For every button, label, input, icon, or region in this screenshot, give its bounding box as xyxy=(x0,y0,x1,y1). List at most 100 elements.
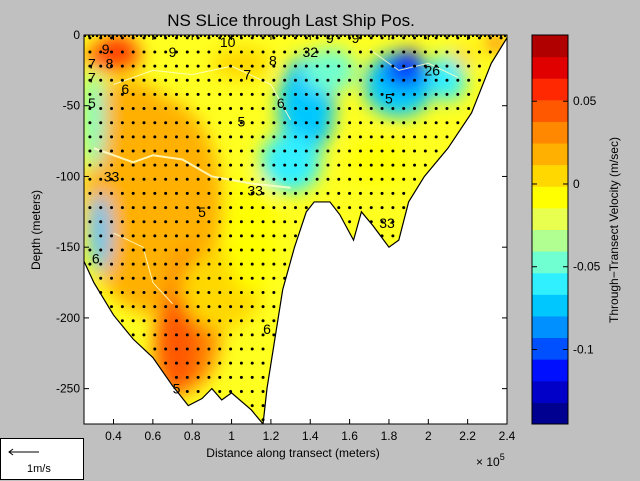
sample-point xyxy=(239,375,243,379)
sample-point xyxy=(164,177,168,181)
sample-point xyxy=(174,347,178,351)
colorbar-band xyxy=(532,143,568,166)
sample-point xyxy=(153,262,157,266)
sample-point xyxy=(131,262,135,266)
sample-point xyxy=(207,347,211,351)
sample-point xyxy=(250,404,254,408)
sample-point xyxy=(261,319,265,323)
scale-arrow-label: 1m/s xyxy=(27,463,51,475)
sample-point xyxy=(174,107,178,111)
sample-point xyxy=(218,206,222,210)
sample-point xyxy=(423,64,427,68)
sample-point xyxy=(196,234,200,238)
sample-point xyxy=(174,78,178,82)
contour-label: 9 xyxy=(169,44,177,60)
sample-point xyxy=(239,135,243,139)
sample-point xyxy=(207,163,211,167)
sample-point xyxy=(153,248,157,252)
sample-point xyxy=(315,78,319,82)
sample-point xyxy=(164,248,168,252)
sample-point xyxy=(304,135,308,139)
sample-point xyxy=(207,290,211,294)
sample-point xyxy=(261,347,265,351)
sample-point xyxy=(283,92,287,96)
sample-point xyxy=(207,276,211,280)
sample-point xyxy=(261,361,265,365)
sample-point xyxy=(369,163,373,167)
sample-point xyxy=(358,149,362,153)
sample-point xyxy=(391,177,395,181)
contour-label: 7 xyxy=(243,67,251,83)
sample-point xyxy=(185,177,189,181)
sample-point xyxy=(164,107,168,111)
sample-point xyxy=(218,163,222,167)
sample-point xyxy=(185,347,189,351)
sample-point xyxy=(196,361,200,365)
sample-point xyxy=(110,220,114,224)
sample-point xyxy=(196,177,200,181)
x-tick-label: 1.8 xyxy=(381,429,398,443)
sample-point xyxy=(142,177,146,181)
sample-point xyxy=(304,50,308,54)
sample-point xyxy=(185,319,189,323)
sample-point xyxy=(218,248,222,252)
sample-point xyxy=(142,305,146,309)
sample-point xyxy=(110,135,114,139)
sample-point xyxy=(261,234,265,238)
contour-label: 32 xyxy=(302,44,318,60)
sample-point xyxy=(434,92,438,96)
sample-point xyxy=(185,163,189,167)
sample-point xyxy=(358,92,362,96)
sample-point xyxy=(272,149,276,153)
sample-point xyxy=(218,135,222,139)
sample-point xyxy=(131,206,135,210)
sample-point xyxy=(120,50,124,54)
sample-point xyxy=(142,135,146,139)
sample-point xyxy=(261,389,265,393)
sample-point xyxy=(413,135,417,139)
sample-point xyxy=(272,177,276,181)
sample-point xyxy=(131,107,135,111)
sample-point xyxy=(185,92,189,96)
sample-point xyxy=(402,50,406,54)
sample-point xyxy=(272,248,276,252)
contour-label: 6 xyxy=(277,95,285,111)
contour-label: 10 xyxy=(220,34,236,50)
sample-point xyxy=(142,149,146,153)
sample-point xyxy=(380,107,384,111)
sample-point xyxy=(110,163,114,167)
sample-point xyxy=(456,64,460,68)
sample-point xyxy=(229,234,233,238)
sample-point xyxy=(218,50,222,54)
sample-point xyxy=(207,149,211,153)
sample-point xyxy=(131,92,135,96)
sample-point xyxy=(358,121,362,125)
sample-points xyxy=(84,35,507,424)
sample-point xyxy=(218,319,222,323)
sample-point xyxy=(218,78,222,82)
sample-point xyxy=(369,121,373,125)
sample-point xyxy=(174,262,178,266)
sample-point xyxy=(120,276,124,280)
sample-point xyxy=(153,149,157,153)
sample-point xyxy=(239,361,243,365)
sample-point xyxy=(120,78,124,82)
sample-point xyxy=(304,36,308,40)
sample-point xyxy=(402,36,406,40)
sample-point xyxy=(402,121,406,125)
sample-point xyxy=(380,121,384,125)
sample-point xyxy=(88,92,92,96)
sample-point xyxy=(120,121,124,125)
sample-point xyxy=(358,36,362,40)
sample-point xyxy=(402,177,406,181)
contour-label: 33 xyxy=(379,215,395,231)
sample-point xyxy=(207,191,211,195)
x-tick-label: 2.4 xyxy=(499,429,516,443)
sample-point xyxy=(218,36,222,40)
sample-point xyxy=(99,177,103,181)
sample-point xyxy=(229,361,233,365)
sample-point xyxy=(413,50,417,54)
sample-point xyxy=(207,319,211,323)
sample-point xyxy=(434,135,438,139)
